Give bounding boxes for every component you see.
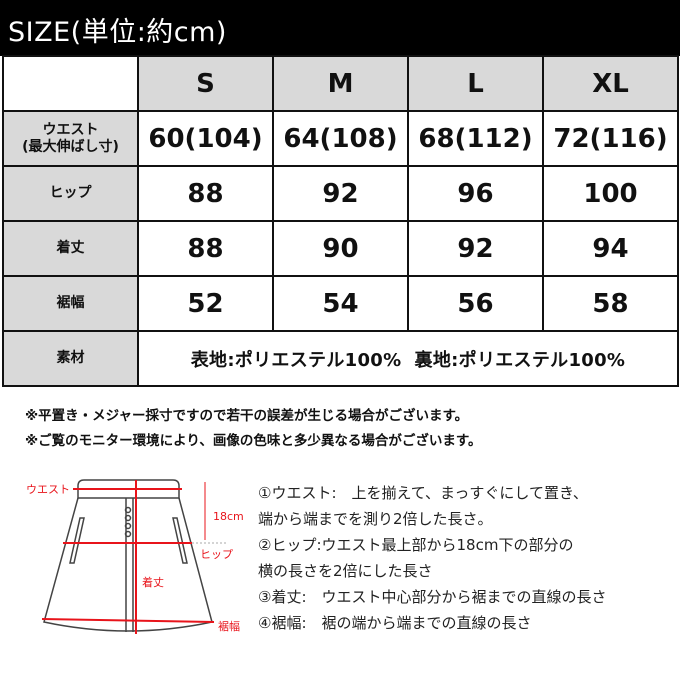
label-line: ウエスト — [42, 122, 99, 139]
hip-label: ヒップ — [200, 548, 233, 561]
row-label-length: 着丈 — [2, 220, 139, 277]
cell: 60(104) — [137, 110, 274, 167]
skirt-outline — [43, 479, 213, 632]
table-row: 裾幅 52 54 56 58 — [2, 275, 679, 332]
description-line: ④裾幅: 裾の端から端までの直線の長さ — [258, 614, 532, 632]
offset-label: 18cm — [213, 510, 244, 523]
description-line: 横の長さを2倍にした長さ — [258, 562, 433, 580]
row-label-hem: 裾幅 — [2, 275, 139, 332]
length-label: 着丈 — [142, 575, 164, 589]
cell: 90 — [272, 220, 409, 277]
size-header: M — [272, 55, 409, 112]
cell: 64(108) — [272, 110, 409, 167]
cell: 92 — [407, 220, 544, 277]
header-row: S M L XL — [2, 55, 679, 112]
description-line: 端から端までを測り2倍した長さ。 — [258, 510, 493, 528]
description-line: ③着丈: ウエスト中心部分から裾までの直線の長さ — [258, 588, 607, 606]
skirt-diagram: ウエスト 18cm ヒップ 着丈 裾幅 — [26, 479, 244, 634]
cell: 72(116) — [542, 110, 679, 167]
cell: 54 — [272, 275, 409, 332]
description-line: ②ヒップ:ウエスト最上部から18cm下の部分の — [258, 536, 574, 554]
material-value: 表地:ポリエステル100% 裏地:ポリエステル100% — [137, 330, 679, 387]
table-row: ヒップ 88 92 96 100 — [2, 165, 679, 222]
waist-label: ウエスト — [26, 483, 70, 496]
size-header: S — [137, 55, 274, 112]
row-label-hip: ヒップ — [2, 165, 139, 222]
cell: 94 — [542, 220, 679, 277]
cell: 68(112) — [407, 110, 544, 167]
corner-cell — [2, 55, 139, 112]
cell: 58 — [542, 275, 679, 332]
row-label-material: 素材 — [2, 330, 139, 387]
table-row: 着丈 88 90 92 94 — [2, 220, 679, 277]
hem-label: 裾幅 — [218, 619, 240, 633]
note: ※平置き・メジャー採寸ですので若干の誤差が生じる場合がございます。 — [25, 408, 469, 424]
cell: 88 — [137, 220, 274, 277]
measure-lines — [41, 480, 215, 634]
cell: 88 — [137, 165, 274, 222]
note: ※ご覧のモニター環境により、画像の色味と多少異なる場合がございます。 — [25, 433, 482, 449]
cell: 52 — [137, 275, 274, 332]
label-line: (最大伸ばし寸) — [22, 138, 119, 155]
size-title: SIZE(単位:約cm) — [0, 0, 680, 56]
size-header: XL — [542, 55, 679, 112]
table-row: ウエスト (最大伸ばし寸) 60(104) 64(108) 68(112) 72(… — [2, 110, 679, 167]
cell: 96 — [407, 165, 544, 222]
description-line: ①ウエスト: 上を揃えて、まっすぐにして置き、 — [258, 484, 588, 502]
cell: 92 — [272, 165, 409, 222]
size-header: L — [407, 55, 544, 112]
cell: 56 — [407, 275, 544, 332]
size-table: S M L XL ウエスト (最大伸ばし寸) 60(104) 64(108) 68… — [2, 55, 679, 387]
row-label-waist: ウエスト (最大伸ばし寸) — [2, 110, 139, 167]
cell: 100 — [542, 165, 679, 222]
material-row: 素材 表地:ポリエステル100% 裏地:ポリエステル100% — [2, 330, 679, 387]
